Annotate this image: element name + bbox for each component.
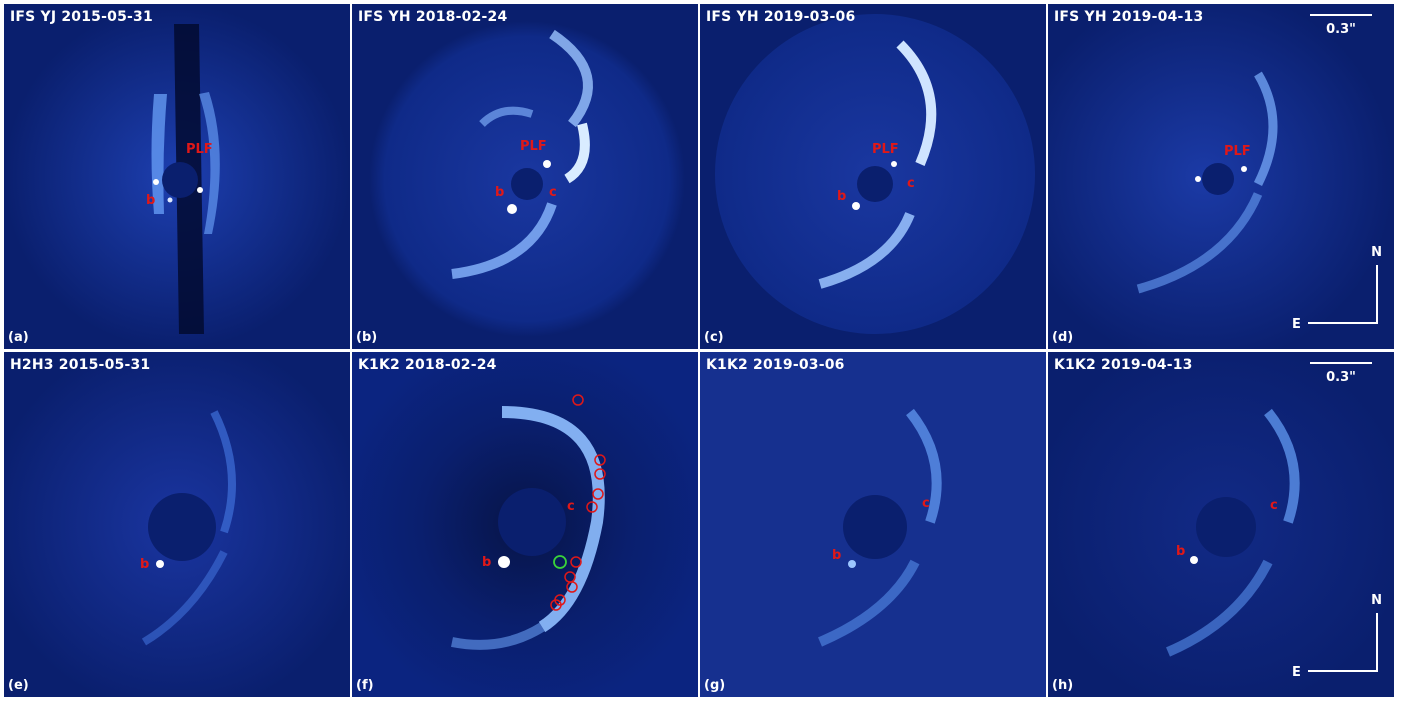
panel-c-label-b: b [837, 189, 847, 204]
panel-h-image [1048, 352, 1394, 697]
panel-f-image [352, 352, 698, 697]
scale-bar-line [1310, 14, 1372, 16]
compass-bottom: N E [1288, 593, 1382, 683]
planet-candidate-markers [550, 394, 606, 611]
panel-b-image [352, 4, 698, 349]
compass-east-arm [1308, 322, 1378, 324]
scale-bar-label: 0.3" [1326, 370, 1356, 385]
panel-g-letter: (g) [704, 678, 726, 693]
compass-top: N E [1288, 245, 1382, 335]
panel-c-title: IFS YH 2019-03-06 [706, 9, 856, 25]
panel-b-title: IFS YH 2018-02-24 [358, 9, 508, 25]
panel-g: K1K2 2019-03-06 (g) b c [700, 352, 1046, 697]
panel-b-label-b: b [495, 185, 505, 200]
panel-d-title: IFS YH 2019-04-13 [1054, 9, 1204, 25]
panel-e: H2H3 2015-05-31 (e) b [4, 352, 350, 697]
panel-h-label-c: c [1270, 498, 1278, 513]
panel-c-label-c: c [907, 176, 915, 191]
compass-e-label: E [1292, 665, 1301, 680]
panel-e-image [4, 352, 350, 697]
panel-h-letter: (h) [1052, 678, 1074, 693]
panel-f-label-c: c [567, 499, 575, 514]
panel-a-label-b: b [146, 193, 156, 208]
panel-c: IFS YH 2019-03-06 (c) PLF b c [700, 4, 1046, 349]
compass-north-arm [1376, 265, 1378, 323]
scale-bar-label: 0.3" [1326, 22, 1356, 37]
panel-c-letter: (c) [704, 330, 724, 345]
panel-f-letter: (f) [356, 678, 374, 693]
panel-h-label-b: b [1176, 544, 1186, 559]
panel-a: IFS YJ 2015-05-31 (a) PLF b [4, 4, 350, 349]
panel-a-image [4, 4, 350, 349]
panel-b-label-plf: PLF [520, 139, 547, 154]
panel-a-title: IFS YJ 2015-05-31 [10, 9, 153, 25]
planet-green-marker [553, 555, 567, 569]
panel-a-letter: (a) [8, 330, 29, 345]
panel-f-title: K1K2 2018-02-24 [358, 357, 497, 373]
compass-east-arm [1308, 670, 1378, 672]
panel-e-letter: (e) [8, 678, 29, 693]
panel-d-letter: (d) [1052, 330, 1074, 345]
panel-d-label-plf: PLF [1224, 144, 1251, 159]
compass-n-label: N [1371, 593, 1382, 608]
panel-c-image [700, 4, 1046, 349]
compass-e-label: E [1292, 317, 1301, 332]
panel-g-image [700, 352, 1046, 697]
panel-h: K1K2 2019-04-13 (h) b c 0.3" N E [1048, 352, 1394, 697]
compass-north-arm [1376, 613, 1378, 671]
compass-n-label: N [1371, 245, 1382, 260]
panel-g-label-c: c [922, 496, 930, 511]
panel-b: IFS YH 2018-02-24 (b) PLF b c [352, 4, 698, 349]
panel-f: K1K2 2018-02-24 (f) b c [352, 352, 698, 697]
panel-f-label-b: b [482, 555, 492, 570]
scale-bar-bottom: 0.3" [1310, 362, 1372, 385]
scale-bar-line [1310, 362, 1372, 364]
panel-e-label-b: b [140, 557, 150, 572]
figure-grid: IFS YJ 2015-05-31 (a) PLF b IFS YH 2018-… [4, 4, 1396, 698]
panel-b-letter: (b) [356, 330, 378, 345]
panel-e-title: H2H3 2015-05-31 [10, 357, 151, 373]
panel-c-label-plf: PLF [872, 142, 899, 157]
scale-bar-top: 0.3" [1310, 14, 1372, 37]
panel-b-label-c: c [549, 185, 557, 200]
panel-h-title: K1K2 2019-04-13 [1054, 357, 1193, 373]
panel-a-label-plf: PLF [186, 142, 213, 157]
panel-d-image [1048, 4, 1394, 349]
panel-g-label-b: b [832, 548, 842, 563]
panel-g-title: K1K2 2019-03-06 [706, 357, 845, 373]
panel-d: IFS YH 2019-04-13 (d) PLF 0.3" N E [1048, 4, 1394, 349]
